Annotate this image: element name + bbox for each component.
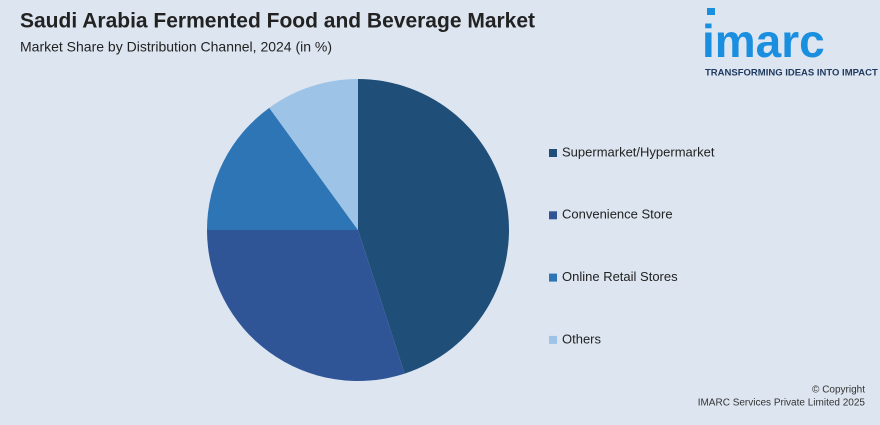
chart-subtitle: Market Share by Distribution Channel, 20… [20, 39, 332, 55]
legend-swatch [549, 335, 557, 344]
legend-label: Supermarket/Hypermarket [562, 144, 715, 159]
legend-swatch [549, 211, 557, 220]
company: IMARC Services Private Limited 2025 [698, 398, 866, 409]
pie-slice [269, 79, 358, 230]
pie-slice [207, 230, 405, 382]
legend-swatch [549, 149, 557, 157]
chart-title: Saudi Arabia Fermented Food and Beverage… [20, 10, 535, 33]
legend-swatch [549, 273, 557, 282]
copyright: © Copyright [812, 385, 865, 396]
legend-label: Others [562, 331, 602, 346]
legend-label: Convenience Store [562, 207, 673, 222]
logo-tagline: TRANSFORMING IDEAS INTO IMPACT [705, 68, 878, 79]
legend-label: Online Retail Stores [562, 269, 678, 284]
pie-slice [207, 107, 358, 230]
pie-slice [358, 79, 509, 374]
logo: imarc [702, 15, 825, 67]
logo-dot [707, 8, 715, 15]
